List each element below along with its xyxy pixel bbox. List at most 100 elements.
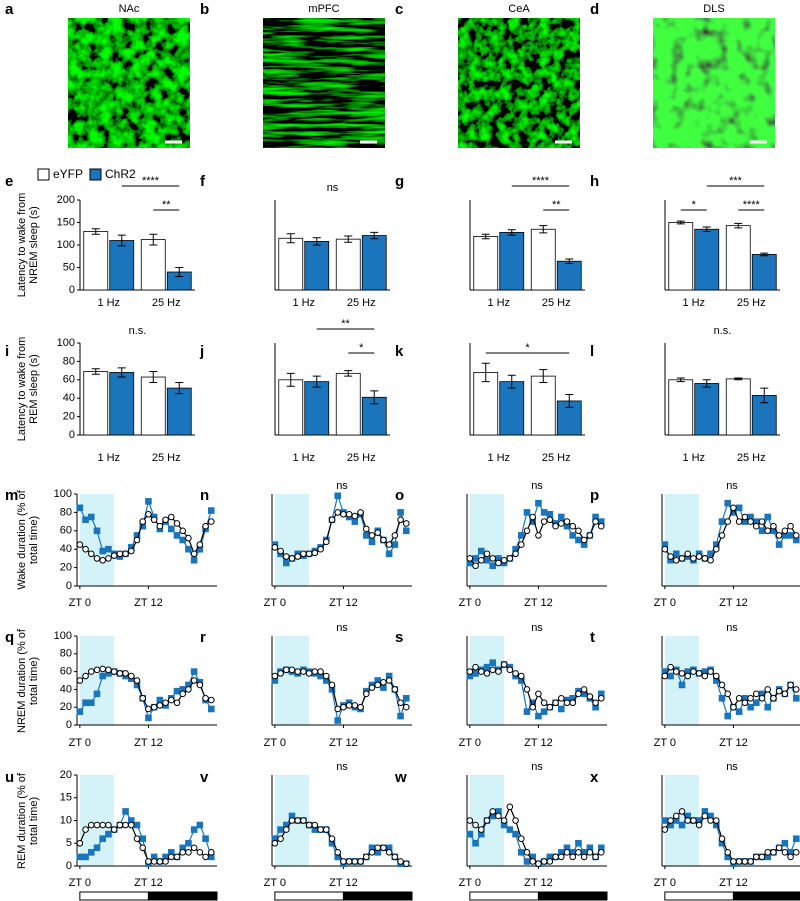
marker xyxy=(99,672,107,680)
panel-letter: v xyxy=(200,769,209,786)
marker xyxy=(93,844,101,852)
marker xyxy=(678,670,686,677)
marker xyxy=(127,547,135,555)
bar xyxy=(725,378,751,436)
marker xyxy=(380,678,387,686)
marker xyxy=(764,703,772,711)
marker xyxy=(477,556,485,564)
bar xyxy=(304,381,330,436)
marker xyxy=(529,858,537,865)
marker xyxy=(495,812,502,820)
panel-letter: d xyxy=(590,1,599,18)
marker xyxy=(557,513,565,521)
marker xyxy=(575,527,582,535)
error-bar xyxy=(312,237,321,246)
marker xyxy=(82,672,89,680)
significance-label: ns xyxy=(726,761,738,773)
marker xyxy=(207,705,215,713)
marker xyxy=(207,696,215,704)
marker xyxy=(477,826,485,833)
marker xyxy=(190,844,198,852)
marker xyxy=(156,858,164,865)
marker xyxy=(500,817,508,824)
marker xyxy=(133,821,141,829)
light-phase-shade xyxy=(79,775,115,866)
marker xyxy=(472,562,479,570)
marker xyxy=(87,668,95,675)
marker xyxy=(173,699,181,707)
marker xyxy=(156,522,164,530)
marker xyxy=(202,522,209,530)
marker xyxy=(758,518,766,525)
marker xyxy=(105,555,112,562)
marker xyxy=(76,853,84,861)
y-tick-label: 80 xyxy=(63,355,75,367)
bar xyxy=(668,222,694,291)
marker xyxy=(340,703,347,711)
y-tick-label: 0 xyxy=(66,860,72,872)
marker xyxy=(282,666,290,674)
x-tick-label: ZT 12 xyxy=(719,597,748,609)
marker xyxy=(586,693,594,700)
marker xyxy=(592,699,599,707)
marker xyxy=(535,532,542,539)
marker xyxy=(517,672,525,680)
x-tick-label: ZT 0 xyxy=(654,597,676,609)
significance-label: n.s. xyxy=(129,325,147,337)
marker xyxy=(162,858,169,865)
significance-label: *** xyxy=(729,175,743,187)
x-tick-label: 25 Hz xyxy=(347,297,376,309)
marker xyxy=(586,532,594,539)
marker xyxy=(690,668,697,675)
marker xyxy=(380,844,387,852)
panel-letter: u xyxy=(5,769,14,786)
bar xyxy=(530,375,556,436)
y-tick-label: 60 xyxy=(60,666,72,678)
marker xyxy=(764,849,772,856)
y-tick-label: 0 xyxy=(66,719,72,731)
marker xyxy=(735,504,743,512)
marker xyxy=(667,672,674,680)
significance-label: ns xyxy=(531,622,543,634)
marker xyxy=(99,547,107,555)
marker xyxy=(93,690,101,698)
marker xyxy=(397,699,404,707)
marker xyxy=(288,555,296,562)
marker xyxy=(517,835,525,843)
light-phase-shade xyxy=(79,636,115,725)
y-tick-label: 40 xyxy=(60,683,72,695)
bar xyxy=(304,240,330,291)
panel-letter: o xyxy=(395,487,404,504)
marker xyxy=(684,550,692,558)
marker xyxy=(712,672,720,680)
x-tick-label: 25 Hz xyxy=(347,452,376,464)
marker xyxy=(105,830,112,838)
marker xyxy=(374,844,382,852)
significance-label: **** xyxy=(532,175,550,187)
marker xyxy=(489,659,497,667)
marker xyxy=(546,516,554,524)
error-bar xyxy=(286,372,295,387)
error-bar xyxy=(565,258,574,264)
error-bar xyxy=(676,377,685,383)
marker xyxy=(707,668,714,675)
marker xyxy=(535,712,542,720)
marker xyxy=(466,817,474,824)
marker xyxy=(569,699,577,707)
marker xyxy=(351,512,359,520)
marker xyxy=(770,522,777,530)
marker xyxy=(82,516,89,524)
significance-label: n.s. xyxy=(714,325,732,337)
light-phase-shade xyxy=(469,494,505,586)
error-bar xyxy=(370,390,379,405)
error-bar xyxy=(312,375,321,388)
panel-letter: p xyxy=(590,487,599,504)
marker xyxy=(592,518,599,525)
marker xyxy=(362,853,370,861)
marker xyxy=(116,670,124,677)
marker xyxy=(110,668,118,675)
panel-title: CeA xyxy=(508,3,530,15)
marker xyxy=(139,835,147,843)
significance-label: **** xyxy=(142,175,160,187)
marker xyxy=(397,509,404,516)
